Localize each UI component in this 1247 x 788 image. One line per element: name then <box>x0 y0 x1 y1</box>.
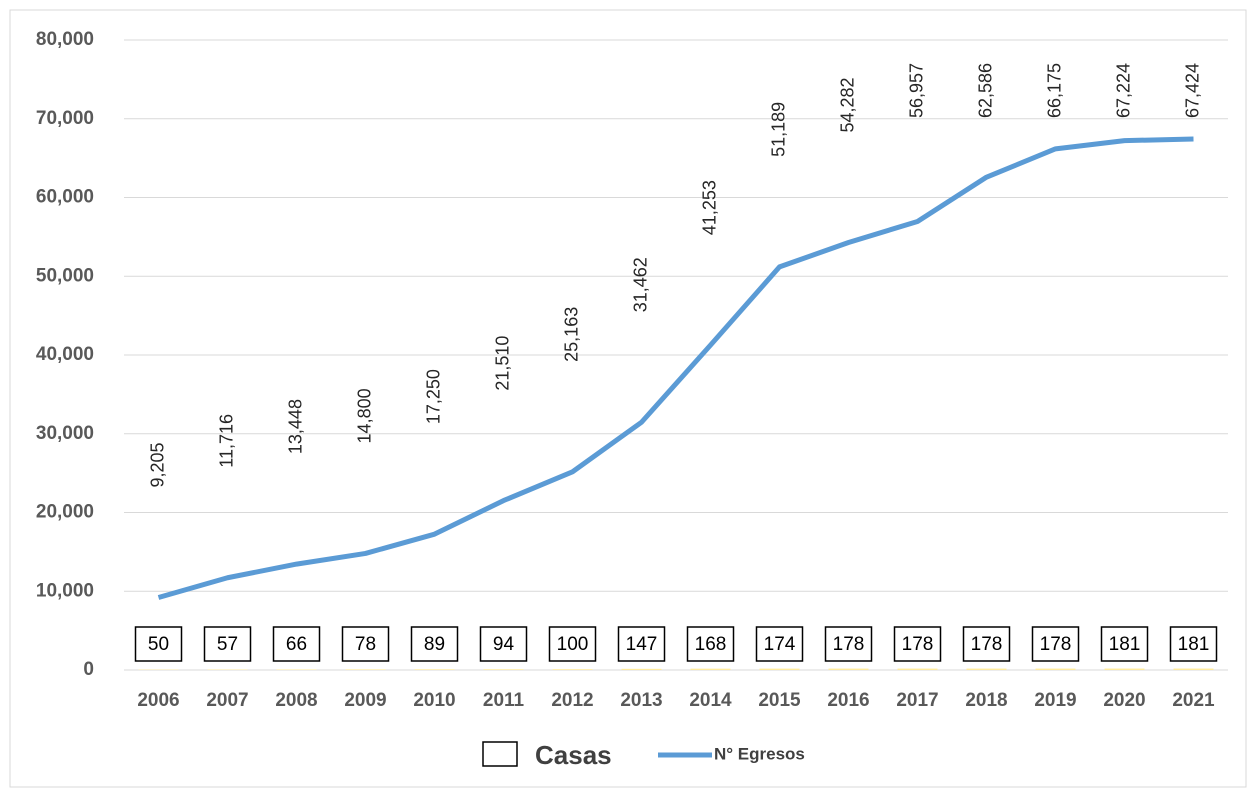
data-label: 51,189 <box>768 102 788 157</box>
value-box <box>272 626 321 662</box>
data-label: 57 <box>217 634 238 655</box>
value-box <box>203 626 252 662</box>
data-label: 100 <box>557 634 589 655</box>
data-label: 181 <box>1178 634 1210 655</box>
value-box <box>410 626 459 662</box>
x-tick-label: 2011 <box>483 690 525 711</box>
legend-label: N° Egresos <box>714 744 805 763</box>
data-label: 67,224 <box>1113 63 1133 118</box>
x-tick-label: 2012 <box>551 690 593 711</box>
data-label: 25,163 <box>561 307 581 362</box>
x-tick-label: 2008 <box>275 690 317 711</box>
bar <box>483 669 524 670</box>
x-tick-label: 2020 <box>1103 690 1145 711</box>
value-box <box>755 626 804 662</box>
bar <box>966 668 1007 670</box>
value-box <box>1169 626 1218 662</box>
data-label: 78 <box>355 634 376 655</box>
bar <box>414 669 455 670</box>
data-label: 62,586 <box>975 63 995 118</box>
value-box <box>1031 626 1080 662</box>
value-box <box>893 626 942 662</box>
x-tick-label: 2021 <box>1172 690 1215 711</box>
x-tick-label: 2013 <box>620 690 662 711</box>
data-label: 14,800 <box>354 388 374 443</box>
x-tick-label: 2007 <box>206 690 248 711</box>
bar <box>621 668 662 670</box>
value-box <box>548 626 597 662</box>
data-label: 9,205 <box>147 442 167 487</box>
bar <box>345 669 386 670</box>
value-box <box>686 626 735 662</box>
bar <box>759 668 800 670</box>
data-label: 11,716 <box>216 414 236 468</box>
data-label: 178 <box>902 634 934 655</box>
value-box <box>479 626 528 662</box>
value-box <box>134 626 183 662</box>
data-label: 17,250 <box>423 369 443 424</box>
x-tick-label: 2017 <box>896 690 938 711</box>
value-box <box>341 626 390 662</box>
data-label: 66,175 <box>1044 63 1064 118</box>
bar <box>828 668 869 670</box>
bar <box>690 668 731 670</box>
data-label: 168 <box>695 634 727 655</box>
data-label: 94 <box>493 634 515 655</box>
data-label: 31,462 <box>630 257 650 312</box>
bar <box>552 669 593 670</box>
data-label: 67,424 <box>1182 63 1202 118</box>
x-tick-label: 2006 <box>137 690 179 711</box>
value-box <box>962 626 1011 662</box>
data-label: 56,957 <box>906 63 926 118</box>
value-box <box>1100 626 1149 662</box>
data-label: 66 <box>286 634 307 655</box>
x-tick-label: 2019 <box>1034 690 1076 711</box>
data-label: 178 <box>971 634 1003 655</box>
x-tick-label: 2016 <box>827 690 869 711</box>
x-tick-label: 2009 <box>344 690 386 711</box>
bar <box>1104 668 1145 670</box>
bar <box>1035 668 1076 670</box>
data-label: 21,510 <box>492 336 512 391</box>
y-tick-label: 0 <box>83 659 94 680</box>
bar <box>276 669 317 670</box>
value-box <box>617 626 666 662</box>
data-label: 178 <box>833 634 865 655</box>
y-tick-label: 40,000 <box>36 344 94 365</box>
legend-label: Casas <box>535 740 612 770</box>
x-tick-label: 2015 <box>758 690 801 711</box>
data-label: 181 <box>1109 634 1141 655</box>
line <box>157 136 1194 600</box>
x-tick-label: 2014 <box>689 690 732 711</box>
data-label: 50 <box>148 634 169 655</box>
y-tick-label: 10,000 <box>36 580 94 601</box>
y-tick-label: 50,000 <box>36 265 94 286</box>
value-box <box>824 626 873 662</box>
y-tick-label: 70,000 <box>36 108 94 129</box>
data-label: 54,282 <box>837 77 857 132</box>
data-label: 174 <box>764 634 796 655</box>
legend-swatch <box>482 741 518 767</box>
data-label: 178 <box>1040 634 1072 655</box>
chart-frame <box>9 9 1247 788</box>
bar <box>1173 668 1214 670</box>
data-label: 13,448 <box>285 399 305 454</box>
data-label: 147 <box>626 634 658 655</box>
x-tick-label: 2010 <box>413 690 455 711</box>
x-tick-label: 2018 <box>965 690 1007 711</box>
data-label: 41,253 <box>699 180 719 235</box>
data-label: 89 <box>424 634 445 655</box>
bar <box>897 668 938 670</box>
y-tick-label: 30,000 <box>36 423 94 444</box>
y-tick-label: 20,000 <box>36 502 94 523</box>
y-tick-label: 80,000 <box>36 29 94 50</box>
y-tick-label: 60,000 <box>36 187 94 208</box>
